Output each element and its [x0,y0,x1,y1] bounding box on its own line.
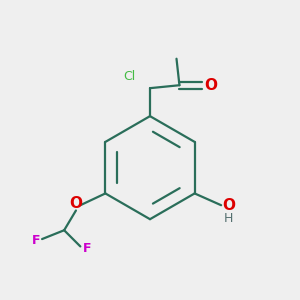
Text: O: O [69,196,82,211]
Text: F: F [82,242,91,255]
Text: Cl: Cl [123,70,136,83]
Text: O: O [222,198,235,213]
Text: O: O [204,78,217,93]
Text: H: H [224,212,233,225]
Text: F: F [32,234,40,247]
